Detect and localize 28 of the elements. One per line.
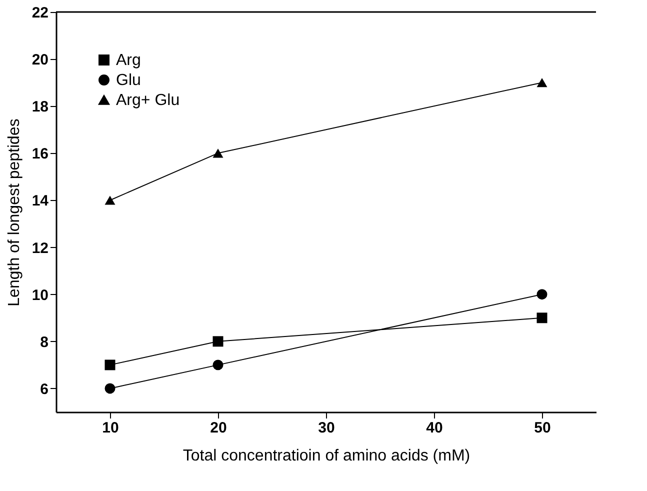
- point: [212, 360, 224, 370]
- x-tick-label: 40: [426, 420, 443, 436]
- point: [536, 312, 548, 324]
- legend-label: Glu: [116, 72, 141, 89]
- legend-label: Arg: [116, 52, 141, 69]
- y-tick-label: 14: [32, 192, 50, 210]
- point: [104, 360, 116, 370]
- x-tick-label: 30: [318, 420, 335, 436]
- x-tick-label: 10: [102, 420, 119, 436]
- y-axis-title: Length of longest peptides: [6, 118, 23, 306]
- point: [212, 148, 224, 158]
- y-tick-label: 22: [32, 4, 48, 22]
- point: [104, 383, 116, 394]
- x-tick-label: 50: [534, 420, 551, 436]
- y-tick-label: 18: [32, 98, 48, 116]
- point: [536, 78, 548, 88]
- y-tick-label: 20: [32, 52, 48, 69]
- y-tick-label: 12: [32, 240, 48, 257]
- point: [212, 336, 224, 347]
- y-tick-label: 8: [40, 334, 48, 351]
- point: [104, 196, 116, 205]
- y-tick-label: 16: [32, 146, 48, 163]
- x-tick-label: 20: [210, 420, 227, 436]
- y-tick-label: 10: [32, 286, 48, 304]
- point: [536, 289, 548, 300]
- x-axis-title: Total concentratioin of amino acids (mM): [182, 448, 470, 464]
- legend-label: Arg+ Glu: [116, 92, 180, 109]
- y-tick-label: 6: [40, 380, 48, 398]
